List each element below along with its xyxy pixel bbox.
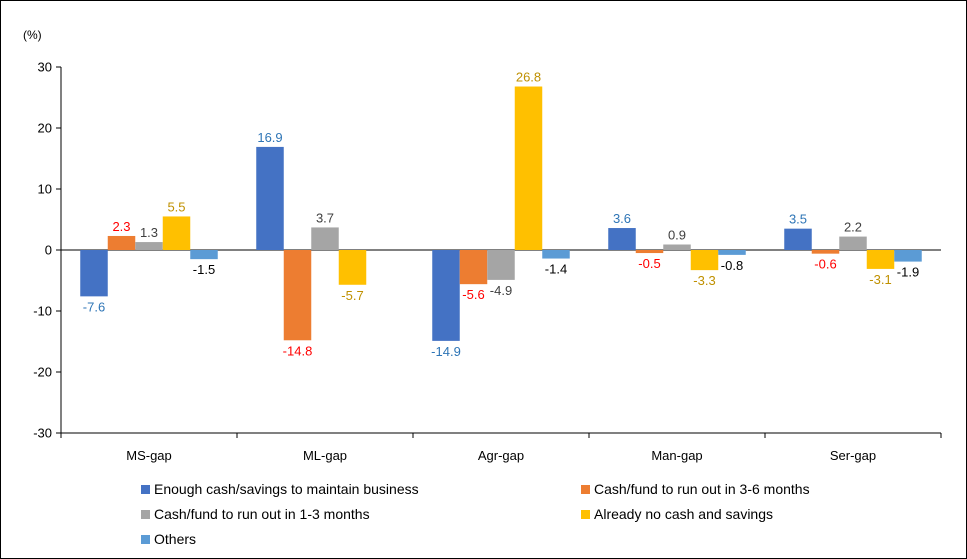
data-label: -5.6 [462,287,484,302]
data-label: -3.1 [869,272,891,287]
data-label: 3.5 [789,212,807,227]
bar [635,250,664,254]
data-label: 2.3 [112,219,130,234]
y-tick-label: -30 [33,426,52,441]
x-category-label: Agr-gap [478,448,524,463]
bar-chart: (%) 30 20 10 0 -10 -20 -30 MS-gap ML-gap Agr-gap M… [23,28,942,463]
bar [432,250,460,341]
bar [135,242,163,250]
y-tick-label: -10 [33,304,52,319]
x-category-label: ML-gap [303,448,347,463]
legend-item: Enough cash/savings to maintain business [141,481,419,497]
bars-group [80,86,922,341]
bar [866,250,895,269]
data-label: -0.5 [638,256,660,271]
y-unit-label: (%) [23,28,42,42]
data-label: -14.9 [431,344,461,359]
data-label: 3.7 [316,210,334,225]
y-tick-label: 30 [38,60,52,75]
y-tick-label: 10 [38,182,52,197]
data-label: -5.7 [341,288,363,303]
y-tick-label: 0 [45,243,52,258]
data-label: 3.6 [613,211,631,226]
data-label: -0.8 [721,258,743,273]
legend-swatch [141,534,150,544]
legend-swatch [141,484,150,494]
legend: Enough cash/savings to maintain business… [141,481,941,559]
bar [894,250,922,262]
legend-label: Enough cash/savings to maintain business [154,481,419,497]
bar [80,250,108,297]
bar [162,216,191,250]
x-category-label: Ser-gap [830,448,876,463]
legend-label: Cash/fund to run out in 3-6 months [594,481,810,497]
data-label: -7.6 [83,299,105,314]
data-label: -1.5 [193,262,215,277]
data-label: 0.9 [668,228,686,243]
bar [811,250,840,254]
y-tick-label: 20 [38,121,52,136]
x-category-label: Man-gap [651,448,702,463]
axis-group: 30 20 10 0 -10 -20 -30 MS-gap ML-gap Agr-gap Man-g… [33,60,942,463]
bar [784,228,812,250]
data-label: -1.4 [545,262,567,277]
bar [338,250,367,285]
legend-label: Already no cash and savings [594,506,773,522]
data-label: -1.9 [897,265,919,280]
legend-item: Cash/fund to run out in 1-3 months [141,506,370,522]
legend-label: Others [154,531,197,547]
legend-swatch [581,509,590,519]
data-label: 26.8 [516,70,541,85]
bar [283,250,312,341]
bar [256,146,284,250]
data-label: -4.9 [490,283,512,298]
legend-item: Cash/fund to run out in 3-6 months [581,481,810,497]
data-label: -0.6 [814,257,836,272]
data-label: -14.8 [283,343,313,358]
x-category-label: MS-gap [126,448,172,463]
bar [459,250,488,285]
bar [514,86,543,251]
y-tick-label: -20 [33,365,52,380]
legend-swatch [581,484,590,494]
data-labels-group: -7.6 16.9 -14.9 3.6 3.5 2.3 -14.8 -5.6 -0.5 -0.6 1… [83,70,919,359]
bar [190,250,218,260]
bar [718,250,746,255]
legend-item: Others [141,531,196,547]
legend-swatch [141,509,150,519]
bar [608,228,636,250]
legend-item: Already no cash and savings [581,506,773,522]
bar [542,250,570,259]
bar [487,250,515,280]
bar [839,236,867,250]
data-label: 16.9 [257,130,282,145]
bar [107,235,136,250]
legend-label: Cash/fund to run out in 1-3 months [154,506,370,522]
data-label: 5.5 [167,199,185,214]
bar [311,227,339,250]
data-label: 1.3 [140,225,158,240]
data-label: -3.3 [693,273,715,288]
bar [690,250,719,271]
bar [663,244,691,250]
data-label: 2.2 [844,220,862,235]
